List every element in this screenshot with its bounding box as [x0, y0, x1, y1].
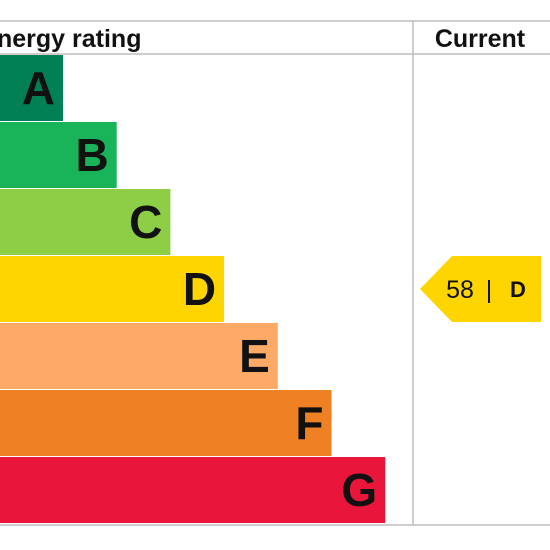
band-c: [0, 189, 171, 255]
current-rating-band: D: [510, 277, 526, 302]
band-f: [0, 390, 332, 456]
current-rating-separator: |: [486, 276, 493, 304]
band-letter-d: D: [183, 263, 216, 315]
current-column-title: Current: [435, 25, 526, 53]
band-letter-e: E: [239, 330, 270, 382]
current-rating-score: 58: [446, 276, 474, 304]
band-b: [0, 122, 117, 188]
band-g: [0, 457, 386, 523]
band-letter-c: C: [129, 196, 162, 248]
band-letter-a: A: [22, 62, 55, 114]
band-a: [0, 55, 63, 121]
band-letter-b: B: [75, 129, 108, 181]
band-e: [0, 323, 278, 389]
rating-column-title: nergy rating: [0, 25, 141, 53]
band-letter-f: F: [295, 397, 323, 449]
band-d: [0, 256, 225, 322]
band-letter-g: G: [341, 464, 377, 516]
current-rating-marker: 58 | D: [420, 256, 541, 322]
current-rating-arrow: [420, 256, 541, 322]
